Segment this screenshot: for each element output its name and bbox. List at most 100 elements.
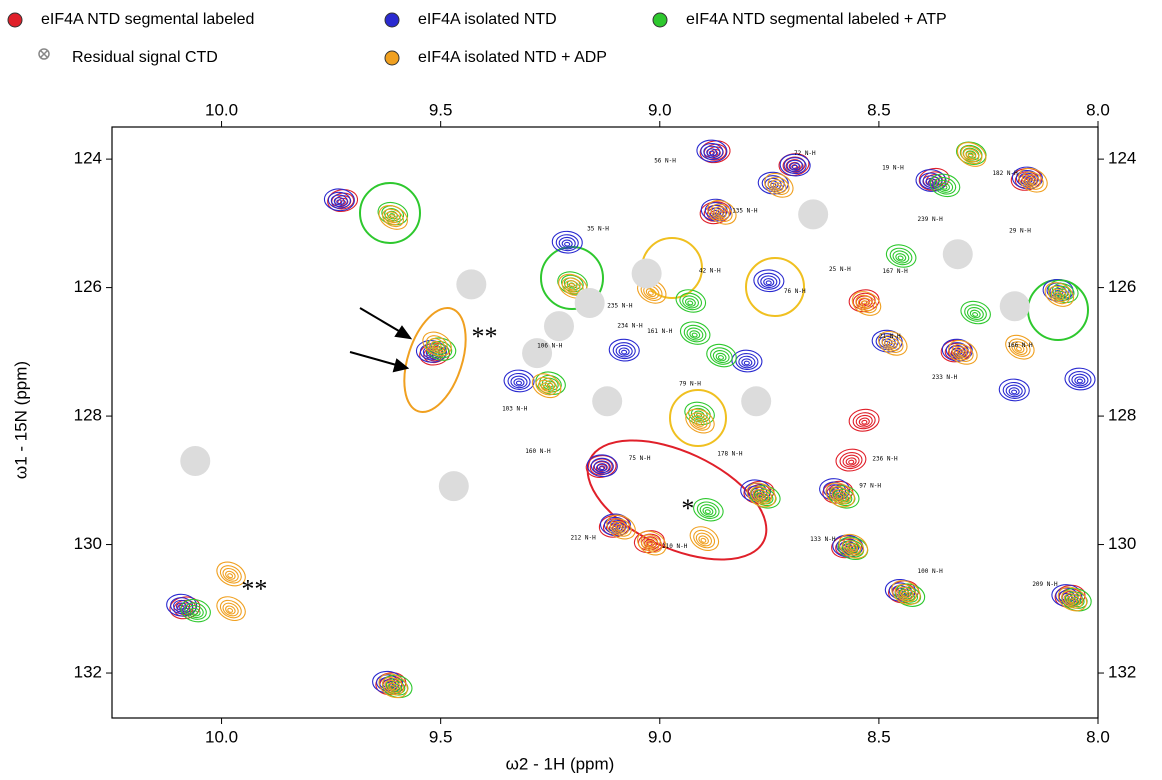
highlight-circle xyxy=(540,246,604,310)
residue-label: 235 N-H xyxy=(607,303,633,310)
contour-ring xyxy=(918,167,950,191)
peak-contour xyxy=(764,172,794,198)
peak-contour xyxy=(696,139,728,163)
x-tick-label-top: 8.5 xyxy=(867,100,891,119)
contour-ring xyxy=(755,491,766,501)
contour-ring xyxy=(1053,291,1064,301)
peak-contour xyxy=(998,378,1030,402)
annotation: ** xyxy=(241,574,267,603)
arrow-head xyxy=(392,358,410,373)
contour-ring xyxy=(384,679,401,694)
contour-ring xyxy=(698,535,709,545)
contour-ring xyxy=(717,355,724,360)
peak-contour xyxy=(956,142,987,167)
contour-ring xyxy=(1076,378,1083,384)
y-tick-label: 130 xyxy=(74,534,102,553)
residue-label: 100 N-H xyxy=(918,568,944,575)
contour-ring xyxy=(225,570,236,580)
contour-ring xyxy=(1063,593,1081,607)
contour-ring xyxy=(881,334,904,354)
contour-ring xyxy=(713,206,730,221)
contour-ring xyxy=(1049,285,1067,298)
contour-ring xyxy=(531,373,562,399)
contour-ring xyxy=(647,542,654,548)
contour-ring xyxy=(941,184,948,190)
contour-ring xyxy=(186,605,204,619)
contour-ring xyxy=(564,280,581,294)
highlight-circle xyxy=(669,389,727,447)
arrow-head xyxy=(394,325,413,340)
contour-ring xyxy=(602,518,626,536)
contour-ring xyxy=(615,344,633,358)
contour-ring xyxy=(686,327,704,341)
contour-ring xyxy=(706,343,737,368)
contour-ring xyxy=(741,358,753,367)
residue-label: 182 N-H xyxy=(992,170,1018,177)
x-tick-label-top: 10.0 xyxy=(205,100,238,119)
contour-ring xyxy=(1008,387,1020,396)
contour-ring xyxy=(702,506,714,516)
peak-contour xyxy=(753,269,785,293)
contour-ring xyxy=(608,338,640,362)
residue-label: 178 N-H xyxy=(717,450,743,457)
contour-ring xyxy=(929,173,961,198)
contour-ring xyxy=(415,340,447,363)
contour-ring xyxy=(1029,179,1036,185)
plot-frame xyxy=(111,126,1099,719)
contour-ring xyxy=(378,205,408,230)
legend-marker xyxy=(7,12,23,28)
contour-ring xyxy=(192,610,199,615)
x-axis-label: ω2 - 1H (ppm) xyxy=(506,754,615,773)
contour-ring xyxy=(839,452,863,470)
contour-ring xyxy=(899,589,911,599)
y-tick-label: 126 xyxy=(74,277,102,296)
legend-label: eIF4A isolated NTD xyxy=(418,11,557,28)
peak-contour xyxy=(1057,586,1088,612)
peak-contour xyxy=(1064,367,1096,391)
peak-contour xyxy=(878,330,908,356)
contour-ring xyxy=(878,330,908,356)
contour-ring xyxy=(860,300,872,310)
contour-ring xyxy=(189,607,201,617)
peak-contour xyxy=(825,482,855,508)
residue-label: 209 N-H xyxy=(1032,581,1058,588)
contour-ring xyxy=(972,312,979,317)
contour-ring xyxy=(327,189,359,212)
contour-ring xyxy=(621,349,628,355)
peak-contour xyxy=(531,373,562,399)
contour-ring xyxy=(590,457,614,475)
residue-label: 236 N-H xyxy=(872,456,898,463)
y-tick-label-right: 128 xyxy=(1108,406,1136,425)
contour-ring xyxy=(586,454,618,478)
contour-ring xyxy=(862,302,869,308)
contour-ring xyxy=(507,372,531,390)
contour-ring xyxy=(939,182,951,192)
contour-ring xyxy=(551,230,583,254)
contour-ring xyxy=(960,145,983,165)
arrow xyxy=(359,307,405,335)
peak-contour xyxy=(707,199,737,225)
contour-ring xyxy=(965,151,977,161)
contour-ring xyxy=(216,561,246,587)
peak-contour xyxy=(1044,282,1075,307)
contour-ring xyxy=(693,417,705,427)
residue-label: 234 N-H xyxy=(617,323,643,330)
contour-ring xyxy=(715,352,727,362)
contour-ring xyxy=(1074,376,1086,385)
contour-ring xyxy=(783,157,807,175)
contour-ring xyxy=(852,412,876,430)
residual-peak xyxy=(574,288,605,319)
contour-ring xyxy=(431,340,442,350)
contour-ring xyxy=(969,309,981,319)
contour-ring xyxy=(845,457,857,466)
residue-label: 35 N-H xyxy=(587,226,609,233)
legend-marker xyxy=(652,12,668,28)
highlight-circle xyxy=(745,257,805,317)
contour-ring xyxy=(216,596,246,622)
contour-ring xyxy=(612,521,629,535)
peak-contour xyxy=(851,291,882,316)
contour-ring xyxy=(767,176,790,195)
residual-peak xyxy=(741,386,772,417)
peak-contour xyxy=(885,244,917,268)
peak-contour xyxy=(675,289,707,313)
